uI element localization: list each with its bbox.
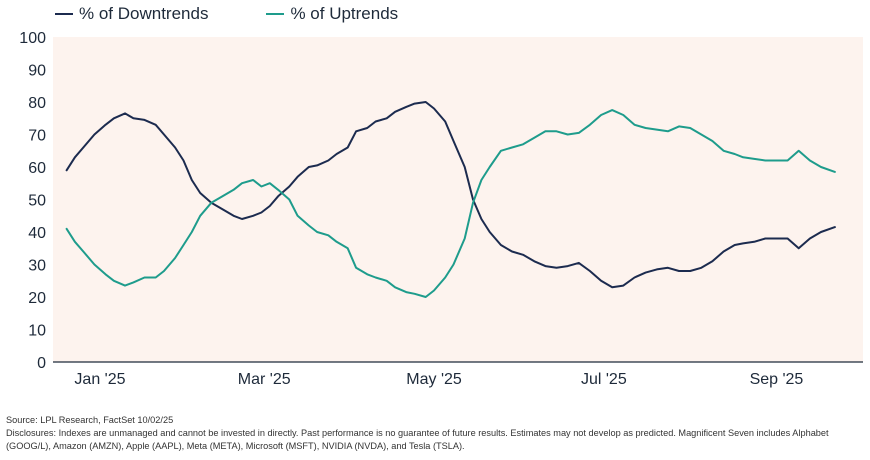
- x-tick-label: May '25: [406, 371, 462, 388]
- x-axis: Jan '25 Mar '25 May '25 Jul '25 Sep '25: [74, 371, 803, 388]
- plot-area: [53, 37, 863, 362]
- trend-chart: 0 10 20 30 40 50 60 70 80 90 100 Jan '25 Mar '25 May…: [19, 30, 863, 388]
- source-note: Source: LPL Research, FactSet 10/02/25: [6, 415, 174, 425]
- y-tick-label: 70: [28, 128, 46, 145]
- legend: % of Downtrends % of Uptrends: [55, 4, 398, 24]
- legend-label-uptrends: % of Uptrends: [290, 4, 399, 23]
- disclosure-note: Disclosures: Indexes are unmanaged and c…: [6, 428, 829, 451]
- x-tick-label: Mar '25: [238, 371, 291, 388]
- legend-item-downtrends: % of Downtrends: [55, 4, 208, 24]
- y-tick-label: 60: [28, 160, 46, 177]
- uptrends-line: [65, 109, 836, 298]
- y-axis: 0 10 20 30 40 50 60 70 80 90 100: [19, 30, 46, 372]
- legend-swatch-uptrends: [266, 13, 285, 15]
- legend-swatch-downtrends: [55, 13, 73, 15]
- x-tick-label: Sep '25: [750, 371, 804, 388]
- legend-item-uptrends: % of Uptrends: [266, 4, 398, 24]
- y-tick-label: 30: [28, 258, 46, 275]
- downtrends-line: [65, 101, 836, 289]
- legend-label-downtrends: % of Downtrends: [79, 4, 209, 23]
- y-tick-label: 90: [28, 63, 46, 80]
- chart-footer: Source: LPL Research, FactSet 10/02/25 D…: [6, 414, 864, 453]
- y-tick-label: 100: [19, 30, 46, 47]
- y-tick-label: 10: [28, 323, 46, 340]
- y-tick-label: 0: [37, 355, 46, 372]
- y-tick-label: 80: [28, 95, 46, 112]
- x-tick-label: Jan '25: [74, 371, 125, 388]
- y-tick-label: 40: [28, 225, 46, 242]
- y-tick-label: 50: [28, 193, 46, 210]
- x-tick-label: Jul '25: [581, 371, 627, 388]
- series-lines: [65, 101, 836, 298]
- y-tick-label: 20: [28, 290, 46, 307]
